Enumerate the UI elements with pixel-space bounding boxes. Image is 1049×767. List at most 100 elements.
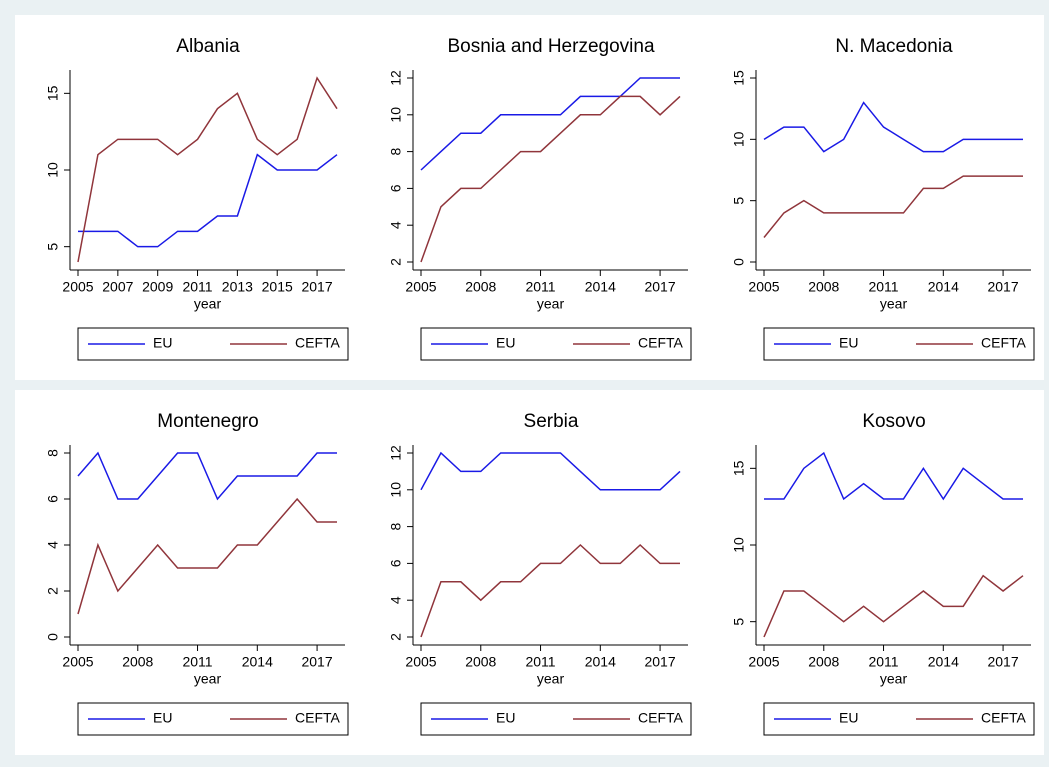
panel-title: Bosnia and Herzegovina [447,36,654,57]
series-line [420,543,680,638]
x-tick-label: 2014 [585,654,616,670]
series-line [763,101,1023,153]
x-axis-label: year [880,671,908,687]
y-tick-label: 5 [731,197,747,205]
y-tick-label: 10 [388,107,404,123]
y-tick-label: 2 [388,633,404,641]
series-line [77,451,337,501]
series-line [77,497,337,615]
x-tick-label: 2014 [928,279,959,295]
legend-label: EU [839,710,858,726]
legend-label: CEFTA [295,335,341,351]
x-axis-label: year [194,671,222,687]
series-line [763,574,1024,638]
x-tick-label: 2011 [868,279,898,295]
x-tick-label: 2005 [748,654,779,670]
series-line [420,451,681,491]
x-tick-label: 2017 [301,654,332,670]
x-tick-label: 2011 [868,654,898,670]
panel-title: N. Macedonia [835,36,953,57]
x-tick-label: 2017 [644,654,675,670]
y-tick-label: 5 [45,243,61,251]
y-tick-label: 6 [388,559,404,567]
y-tick-label: 6 [388,184,404,192]
x-tick-label: 2009 [142,279,173,295]
x-tick-label: 2005 [405,279,436,295]
series-line [763,175,1023,238]
x-tick-label: 2013 [222,279,253,295]
x-tick-label: 2008 [122,654,153,670]
panel-background [358,15,701,380]
x-axis-label: year [537,296,565,312]
y-tick-label: 5 [731,618,747,626]
x-tick-label: 2014 [928,654,959,670]
legend-label: EU [153,335,172,351]
x-tick-label: 2017 [644,279,675,295]
x-tick-label: 2011 [182,654,212,670]
y-tick-label: 4 [388,221,404,229]
x-tick-label: 2008 [808,654,839,670]
x-tick-label: 2017 [987,654,1018,670]
legend-label: EU [839,335,858,351]
legend-label: EU [496,710,515,726]
y-tick-label: 4 [388,596,404,604]
legend-label: EU [153,710,172,726]
y-tick-label: 10 [731,131,747,147]
x-axis-label: year [880,296,908,312]
y-tick-label: 0 [45,633,61,641]
x-axis-label: year [194,296,222,312]
panel-background [358,390,701,755]
y-tick-label: 10 [731,537,747,553]
y-tick-label: 0 [731,258,747,266]
y-tick-label: 12 [388,445,404,461]
x-tick-label: 2011 [525,279,555,295]
panel: Serbia 2 4 6 8 10 12 2005 2008 2011 2014 2017 year EU… [358,390,701,755]
legend-label: CEFTA [295,710,341,726]
x-tick-label: 2011 [525,654,555,670]
legend-label: CEFTA [638,335,684,351]
y-tick-label: 15 [45,85,61,101]
y-tick-label: 8 [388,522,404,530]
y-tick-label: 15 [731,70,747,86]
x-tick-label: 2015 [262,279,293,295]
x-tick-label: 2005 [62,654,93,670]
panel-background [701,15,1044,380]
legend-label: CEFTA [981,335,1027,351]
y-tick-label: 6 [45,495,61,503]
legend-label: CEFTA [638,710,684,726]
y-tick-label: 8 [388,147,404,155]
x-tick-label: 2011 [182,279,212,295]
panel-title: Albania [176,36,240,57]
panel-background [701,390,1044,755]
x-tick-label: 2008 [465,279,496,295]
series-line [77,76,338,263]
panel-title: Montenegro [157,411,258,432]
y-tick-label: 8 [45,449,61,457]
y-tick-label: 10 [45,162,61,178]
x-axis-label: year [537,671,565,687]
legend-label: CEFTA [981,710,1027,726]
y-tick-label: 12 [388,70,404,86]
legend-label: EU [496,335,515,351]
series-line [420,77,680,171]
panel-background [15,15,358,380]
x-tick-label: 2017 [301,279,332,295]
panel: N. Macedonia 0 5 10 15 2005 2008 2011 2014 2017 ye… [701,15,1044,380]
x-tick-label: 2008 [465,654,496,670]
x-tick-label: 2014 [585,279,616,295]
series-line [764,451,1023,501]
x-tick-label: 2005 [748,279,779,295]
x-tick-label: 2014 [242,654,273,670]
panel-background [15,390,358,755]
series-line [420,95,681,263]
legend-box [420,702,692,736]
x-tick-label: 2005 [405,654,436,670]
y-tick-label: 15 [731,460,747,476]
panel-title: Kosovo [862,411,925,432]
series-line [78,153,338,248]
y-tick-label: 2 [45,587,61,595]
x-tick-label: 2017 [987,279,1018,295]
y-tick-label: 2 [388,258,404,266]
